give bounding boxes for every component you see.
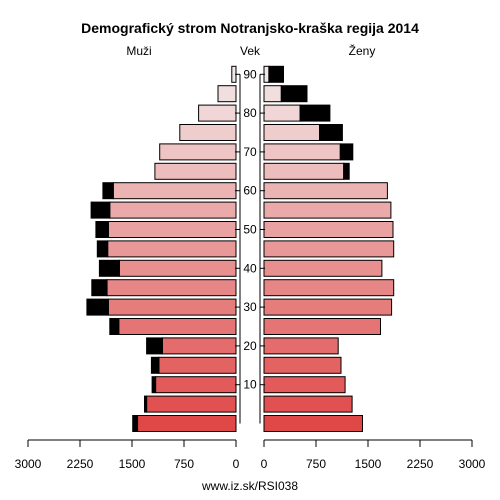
y-tick-label: 50: [243, 223, 257, 237]
female-bar-85-89: [263, 85, 282, 103]
female-bar-45-49: [263, 240, 395, 258]
male-bar-0-4: [137, 415, 237, 432]
female-excess-bar-85-89: [280, 85, 308, 103]
male-bar-35-39: [106, 279, 237, 297]
female-bar-50-54: [263, 221, 394, 238]
x-tick-label-left: 2250: [67, 457, 94, 471]
chart-title: Demografický strom Notranjsko-kraška reg…: [81, 20, 419, 36]
male-bar-30-34: [107, 298, 237, 316]
y-tick-label: 90: [243, 67, 257, 81]
x-tick-label-right: 3000: [459, 457, 486, 471]
female-bar-25-29: [263, 318, 381, 335]
male-excess-bar-35-39: [91, 279, 108, 297]
female-bar-20-24: [263, 337, 339, 355]
y-tick-label: 80: [243, 106, 257, 120]
male-bar-25-29: [118, 318, 237, 335]
male-excess-bar-15-19: [150, 356, 160, 374]
male-bar-20-24: [162, 337, 237, 355]
female-excess-bar-80-84: [299, 104, 331, 122]
source-footer: www.iz.sk/RSI038: [201, 479, 298, 493]
x-tick-label-left: 0: [233, 457, 240, 471]
female-bar-35-39: [263, 279, 395, 297]
male-excess-bar-40-44: [98, 259, 121, 277]
male-excess-bar-0-4: [132, 415, 139, 432]
male-label: Muži: [126, 44, 151, 58]
male-bar-45-49: [107, 240, 237, 258]
female-excess-bar-90+: [268, 65, 284, 83]
female-bar-55-59: [263, 201, 392, 219]
x-tick-label-left: 750: [174, 457, 194, 471]
male-bars: [86, 65, 237, 432]
male-excess-bar-55-59: [90, 201, 111, 219]
female-bar-0-4: [263, 415, 363, 432]
male-excess-bar-50-54: [95, 221, 109, 238]
y-tick-label: 20: [243, 339, 257, 353]
female-bar-80-84: [263, 104, 301, 122]
x-tick-label-left: 3000: [15, 457, 42, 471]
male-excess-bar-60-64: [102, 182, 114, 200]
x-tick-label-right: 1500: [355, 457, 382, 471]
male-bar-10-14: [155, 376, 237, 394]
male-excess-bar-30-34: [86, 298, 109, 316]
axes: 3000 2250 1500 750 0 0 750 1500 2250 3000 10 20 30 40…: [15, 67, 486, 471]
male-bar-50-54: [107, 221, 237, 238]
x-tick-label-right: 0: [261, 457, 268, 471]
male-bar-15-19: [158, 356, 237, 374]
y-tick-label: 30: [243, 300, 257, 314]
male-bar-40-44: [119, 259, 237, 277]
female-label: Ženy: [349, 43, 376, 58]
male-bar-80-84: [198, 104, 237, 122]
female-bar-70-74: [263, 143, 341, 161]
male-bar-70-74: [159, 143, 237, 161]
y-tick-label: 40: [243, 261, 257, 275]
female-excess-bar-75-79: [319, 124, 343, 141]
female-excess-bar-65-69: [343, 162, 350, 180]
male-bar-60-64: [112, 182, 237, 200]
male-excess-bar-25-29: [109, 318, 120, 335]
male-excess-bar-5-9: [144, 395, 148, 413]
x-tick-label-left: 1500: [119, 457, 146, 471]
female-bars: [263, 65, 395, 432]
male-bar-5-9: [146, 395, 237, 413]
male-bar-55-59: [109, 201, 237, 219]
female-bar-15-19: [263, 356, 342, 374]
age-label: Vek: [240, 44, 261, 58]
female-bar-10-14: [263, 376, 346, 394]
female-bar-40-44: [263, 259, 383, 277]
y-tick-label: 10: [243, 378, 257, 392]
female-bar-5-9: [263, 395, 353, 413]
female-excess-bar-70-74: [339, 143, 354, 161]
female-bar-30-34: [263, 298, 393, 316]
female-bar-75-79: [263, 124, 320, 141]
male-bar-75-79: [179, 124, 237, 141]
female-bar-60-64: [263, 182, 388, 200]
male-bar-65-69: [154, 162, 237, 180]
y-tick-label: 60: [243, 184, 257, 198]
male-excess-bar-10-14: [151, 376, 157, 394]
x-tick-label-right: 750: [306, 457, 326, 471]
male-excess-bar-45-49: [96, 240, 109, 258]
female-bar-65-69: [263, 162, 345, 180]
male-bar-85-89: [217, 85, 237, 103]
x-tick-label-right: 2250: [407, 457, 434, 471]
y-tick-label: 70: [243, 145, 257, 159]
male-excess-bar-20-24: [146, 337, 164, 355]
